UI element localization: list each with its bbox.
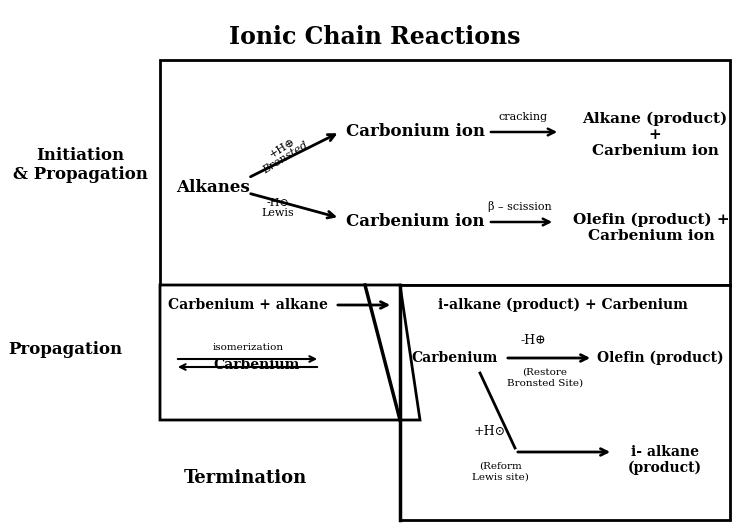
Text: i-alkane (product) + Carbenium: i-alkane (product) + Carbenium [438, 298, 688, 312]
Text: +H⊕: +H⊕ [267, 136, 297, 160]
Text: Olefin (product): Olefin (product) [597, 351, 723, 365]
Text: Carbenium ion: Carbenium ion [346, 214, 484, 231]
Text: Termination: Termination [183, 469, 307, 487]
Text: Carbonium ion: Carbonium ion [346, 123, 484, 141]
Text: (Reform
Lewis site): (Reform Lewis site) [472, 462, 529, 481]
Text: β – scission: β – scission [488, 201, 552, 212]
Text: Alkanes: Alkanes [176, 179, 250, 196]
Text: Carbenium: Carbenium [213, 358, 299, 372]
Text: i- alkane
(product): i- alkane (product) [628, 445, 702, 476]
Bar [160, 60, 730, 285]
Text: Alkane (product)
+
Carbenium ion: Alkane (product) + Carbenium ion [582, 112, 728, 158]
Text: Carbenium: Carbenium [412, 351, 498, 365]
Text: isomerization: isomerization [212, 343, 284, 352]
Text: Olefin (product) +
Carbenium ion: Olefin (product) + Carbenium ion [573, 213, 729, 243]
Text: Carbenium + alkane: Carbenium + alkane [168, 298, 328, 312]
Text: (Restore
Bronsted Site): (Restore Bronsted Site) [507, 368, 583, 387]
Polygon shape [160, 285, 420, 420]
Text: +H⊙: +H⊙ [474, 425, 506, 438]
Text: -H⊕: -H⊕ [520, 334, 546, 347]
Text: Propagation: Propagation [8, 342, 122, 359]
Bar [400, 285, 730, 520]
Text: Initiation
& Propagation: Initiation & Propagation [13, 147, 148, 184]
Text: -H⊙: -H⊙ [266, 198, 290, 208]
Text: Bronsted: Bronsted [260, 140, 310, 176]
Text: Ionic Chain Reactions: Ionic Chain Reactions [230, 25, 520, 49]
Text: cracking: cracking [499, 112, 548, 122]
Text: Lewis: Lewis [262, 208, 294, 218]
